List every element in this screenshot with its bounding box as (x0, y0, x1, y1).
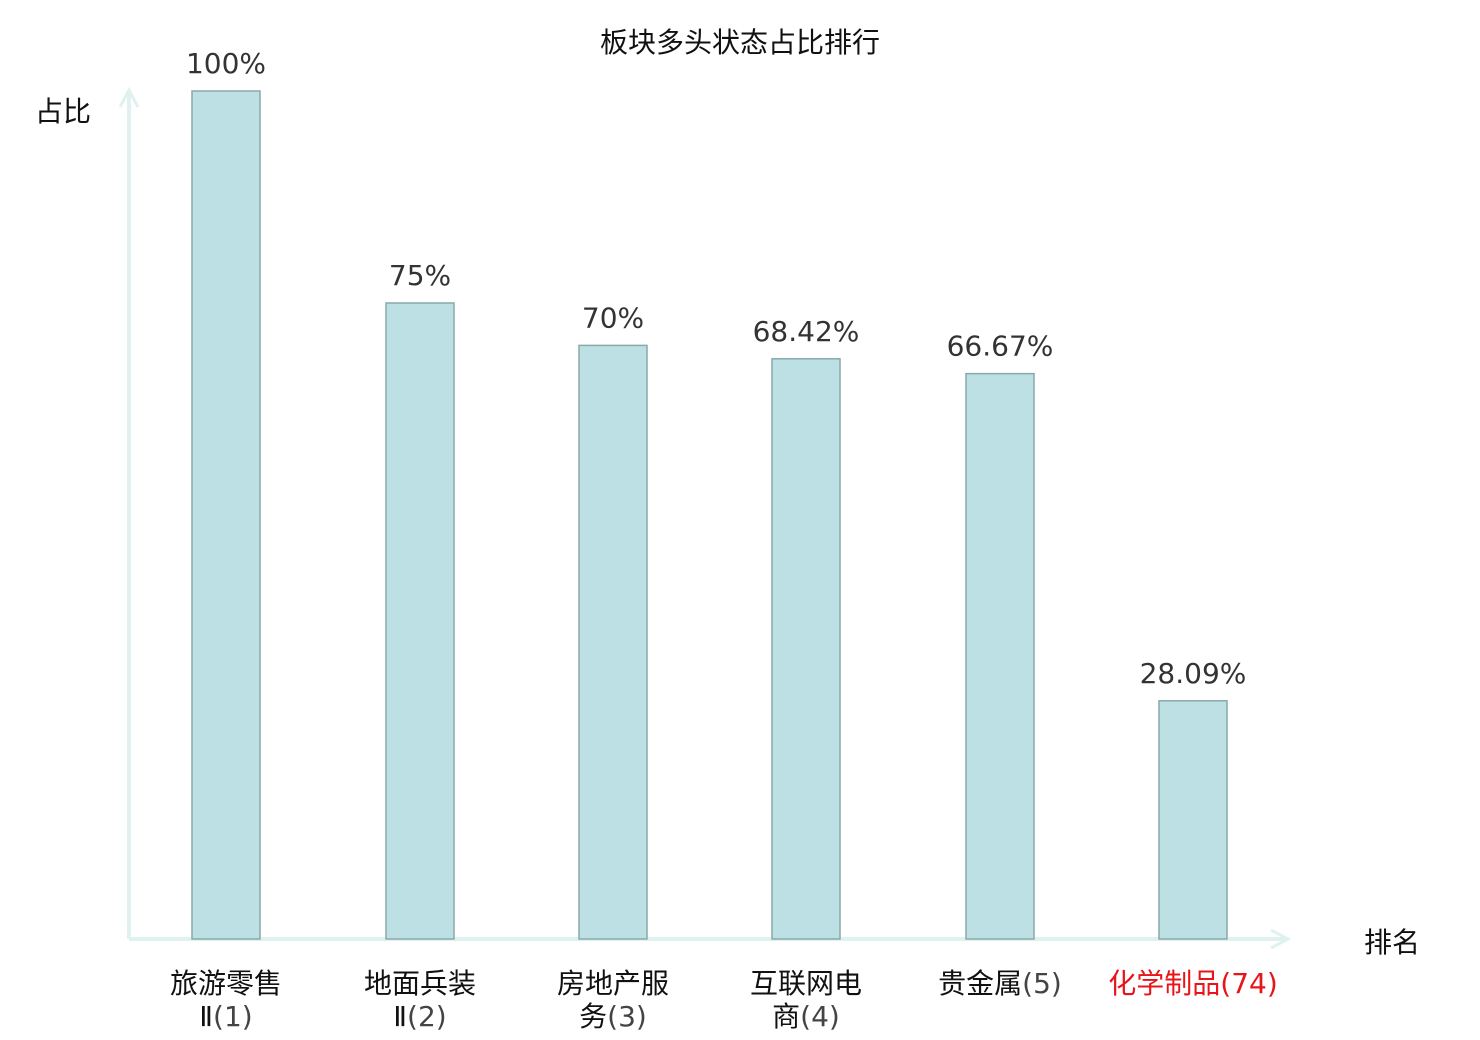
y-axis-arrow-icon (118, 86, 140, 108)
data-label: 70% (582, 301, 644, 334)
x-tick-label: 贵金属(5) (938, 967, 1062, 1000)
data-label: 28.09% (1140, 657, 1247, 690)
x-tick-label: 化学制品(74) (1108, 967, 1278, 1000)
bar (771, 358, 841, 940)
bar (578, 344, 648, 940)
data-label: 100% (186, 47, 266, 80)
x-tick-label: 地面兵装 Ⅱ(2) (364, 967, 476, 1033)
bar (1158, 700, 1228, 940)
bar (965, 372, 1035, 940)
y-axis-label: 占比 (35, 95, 91, 128)
data-label: 68.42% (753, 315, 860, 348)
x-tick-label: 互联网电商(4) (750, 967, 862, 1033)
bar (191, 90, 261, 940)
x-axis-label: 排名 (1364, 926, 1420, 959)
chart-title: 板块多头状态占比排行 (600, 26, 880, 59)
bar (385, 302, 455, 940)
x-axis-arrow-icon (1270, 928, 1292, 950)
data-label: 66.67% (947, 330, 1054, 363)
x-tick-label: 房地产服务(3) (557, 967, 669, 1033)
x-tick-label: 旅游零售 Ⅱ(1) (170, 967, 282, 1033)
data-label: 75% (389, 259, 451, 292)
